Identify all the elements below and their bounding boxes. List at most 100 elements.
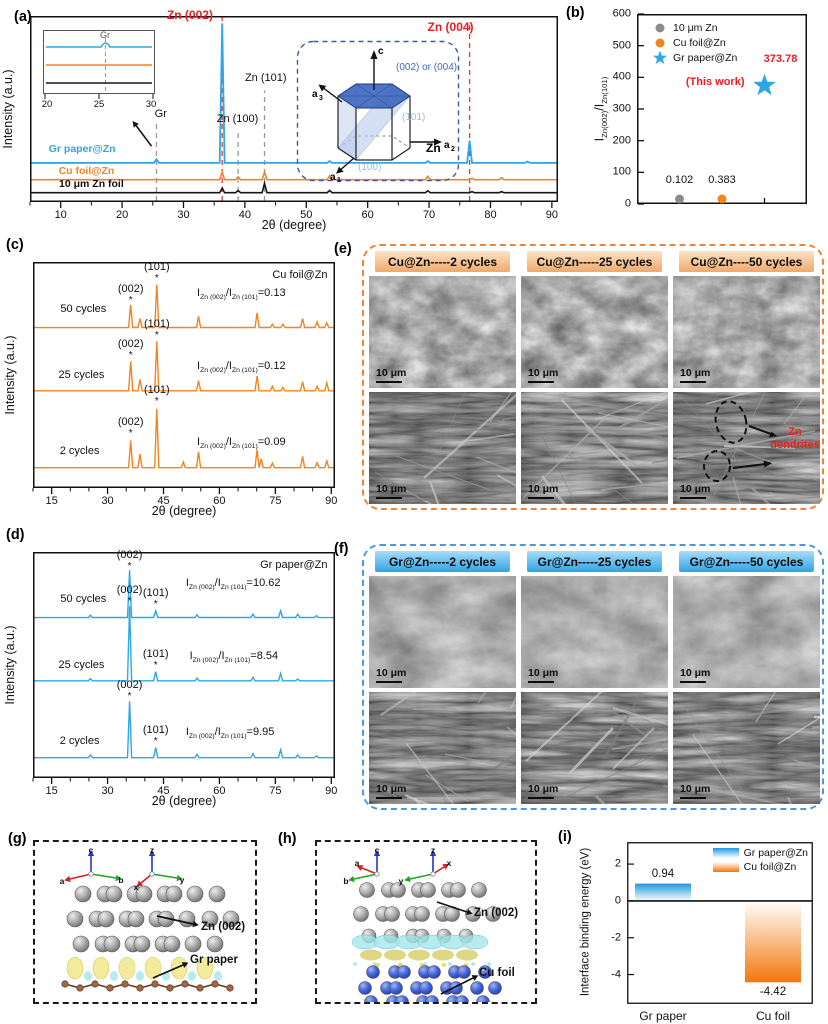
data-point-circle — [717, 194, 727, 204]
y-tick-label: -4 — [611, 968, 621, 981]
chart-annotation: * — [127, 560, 132, 572]
sem-image-cu-50cycles-top: 10 μm — [673, 276, 820, 388]
chart-annotation: 50 cycles — [60, 303, 107, 316]
scale-bar: 10 μm — [376, 784, 406, 799]
xrd-chart-overview: 20 25 30 Gr — [29, 9, 558, 221]
this-work-annotation: (This work) — [685, 75, 745, 88]
sem-image-cu-50cycles-bottom: Zn dendrites 10 μm — [673, 392, 820, 504]
xrd-trace-cu-foil-zn — [31, 169, 557, 181]
chart-annotation: Zn (004) — [427, 19, 474, 34]
xrd-trace-gr-paper-zn — [31, 23, 557, 164]
gr-paper-label: Gr paper — [190, 954, 238, 966]
sem-panel-gr-zn: Gr@Zn-----2 cycles Gr@Zn-----25 cycles G… — [362, 544, 824, 810]
sem-image-gr-2cycles-bottom: 10 μm — [369, 692, 516, 804]
x-tick-label: 30 — [101, 495, 114, 507]
sem-image-cu-2cycles-top: 10 μm — [369, 276, 516, 388]
chart-annotation: * — [153, 599, 158, 611]
bar-value-label: 0.94 — [651, 867, 675, 880]
x-tick-label: 45 — [157, 495, 170, 507]
chart-annotation: * — [153, 736, 158, 748]
x-tick-label: 75 — [269, 785, 282, 797]
sem-header-cu-50cycles: Cu@Zn----50 cycles — [679, 251, 814, 272]
chart-annotation: (101) — [142, 648, 169, 661]
panel-label-g: (g) — [8, 831, 27, 847]
chart-annotation: * — [153, 660, 158, 672]
axis-a-icon-label: a — [60, 876, 65, 886]
plane-100-label: (100) — [358, 162, 381, 173]
y-tick-label: 400 — [612, 70, 631, 83]
chart-annotation: (101) — [143, 261, 170, 274]
zn-dendrite-annotation — [703, 400, 777, 482]
chart-annotation: 25 cycles — [58, 368, 105, 381]
sem-texture — [673, 392, 820, 504]
xrd-plot-svg — [32, 262, 335, 494]
sem-header-gr-25cycles: Gr@Zn-----25 cycles — [527, 551, 662, 572]
scale-bar: 10 μm — [680, 668, 710, 683]
chart-annotation: (101) — [142, 724, 169, 737]
chart-annotation: IZn (002)/IZn (101)=10.62 — [185, 577, 281, 592]
x-tick-label: 15 — [45, 495, 58, 507]
chart-annotation: * — [128, 294, 133, 306]
axis-a1-label: a — [330, 172, 336, 182]
bar-gr-paper — [635, 883, 691, 901]
sem-image-gr-50cycles-top: 10 μm — [673, 576, 820, 688]
dft-model-cu-svg: c b a z y x Zn (002) Cu foil — [343, 845, 518, 1009]
sem-panel-cu-zn: Cu@Zn-----2 cycles Cu@Zn-----25 cycles C… — [362, 244, 824, 510]
inset-tick: 20 — [41, 99, 53, 110]
zn-dendrites-label: Zn dendrites — [770, 426, 820, 451]
y-tick-label: 500 — [612, 39, 631, 52]
axis-c-label: c — [378, 46, 384, 57]
panel-label-b: (b) — [566, 5, 585, 21]
legend-item: Gr paper@Zn — [712, 846, 808, 860]
xrd-trace-2-cycles — [34, 701, 334, 759]
sem-header-gr-2cycles: Gr@Zn-----2 cycles — [375, 551, 510, 572]
axis-a2-label: a — [444, 140, 450, 151]
chart-annotation: Gr paper@Zn — [48, 143, 116, 156]
chart-annotation: * — [154, 329, 159, 341]
axis-a-icon-label: a — [355, 858, 360, 868]
sem-image-cu-2cycles-bottom: 10 μm — [369, 392, 516, 504]
panel-label-e: (e) — [334, 241, 352, 257]
scale-bar: 10 μm — [528, 784, 558, 799]
x-tick-label: 70 — [422, 209, 436, 221]
x-tick-label: 90 — [325, 495, 338, 507]
chart-annotation: * — [154, 396, 159, 408]
xrd-trace-25-cycles — [34, 606, 334, 682]
xrd-trace-50-cycles — [34, 570, 334, 619]
chart-annotation: 50 cycles — [60, 593, 107, 606]
axis-z-icon-label: z — [150, 845, 154, 855]
sem-texture — [673, 276, 820, 388]
data-point-star — [753, 73, 776, 96]
cu-foil-label: Cu foil — [479, 967, 515, 979]
xrd-chart-gr-paper: 15 30 45 60 75 90 2 cycles 25 cycles 50 cycles IZ… — [32, 549, 337, 797]
chart-annotation: (002) — [116, 583, 143, 596]
scatter-plot-svg — [637, 13, 807, 205]
scale-bar: 10 μm — [376, 484, 406, 499]
sem-header-gr-50cycles: Gr@Zn-----50 cycles — [679, 551, 814, 572]
scale-bar: 10 μm — [528, 484, 558, 499]
axis-c-icon-label: c — [89, 845, 94, 855]
x-tick-label: 10 — [54, 209, 67, 221]
x-tick-label: 30 — [177, 209, 190, 221]
sem-texture — [521, 392, 668, 504]
axis-a1-sub: 1 — [337, 177, 341, 182]
x-tick-label: 90 — [545, 209, 558, 221]
dft-model-cu-foil: c b a z y x Zn (002) Cu foil — [315, 840, 537, 1009]
xrd-chart-cu-foil: 15 30 45 60 75 90 2 cycles 25 cycles 50 cycles IZ… — [32, 261, 337, 507]
y-tick-label: -2 — [611, 931, 621, 944]
chart-annotation: (101) — [143, 317, 170, 330]
zn-002-label: Zn (002) — [201, 921, 245, 933]
axis-c-icon-label: c — [375, 845, 380, 855]
xrd-plot-svg — [29, 16, 558, 208]
chart-annotation: 25 cycles — [58, 658, 105, 671]
axis-label-2theta-a: 2θ (degree) — [261, 218, 327, 232]
zn-002-label: Zn (002) — [474, 907, 518, 919]
sem-image-gr-50cycles-bottom: 10 μm — [673, 692, 820, 804]
chart-annotation: (002) — [117, 338, 144, 351]
plane-101-label: (101) — [402, 112, 425, 123]
chart-annotation: Cu foil@Zn — [58, 164, 115, 177]
sem-texture — [369, 692, 516, 804]
bar-chart-svg — [627, 842, 813, 1004]
y-tick-label: 200 — [612, 134, 631, 147]
category-label: Cu foil — [755, 1009, 791, 1023]
